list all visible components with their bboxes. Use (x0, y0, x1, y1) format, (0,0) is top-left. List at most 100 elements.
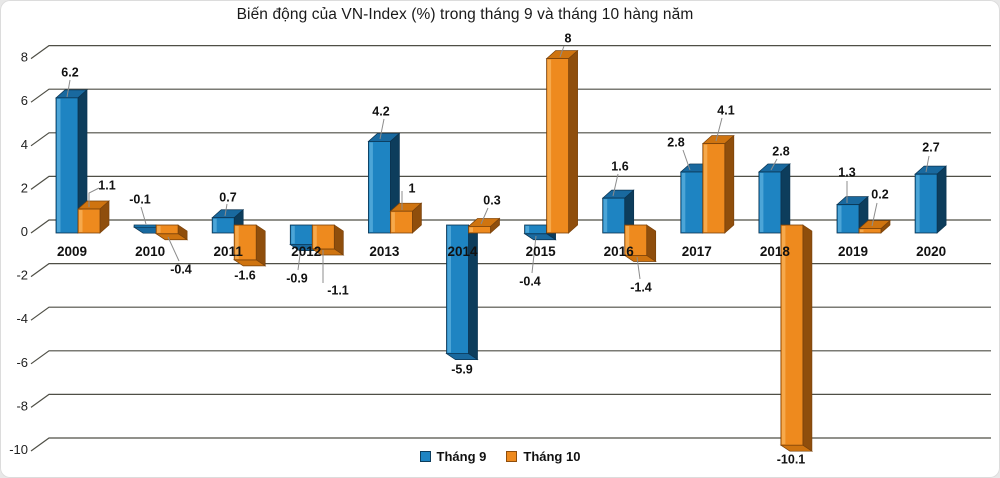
leader-line (66, 79, 71, 98)
bar-tháng-10-2016 (624, 224, 648, 256)
gridline (30, 132, 991, 147)
bar-tháng-9-2020 (914, 173, 938, 234)
bar-highlight-tháng-10-2009 (79, 210, 83, 232)
data-label: 6.2 (61, 66, 78, 80)
bar-highlight-tháng-10-2010 (157, 226, 161, 233)
year-label-2017: 2017 (682, 244, 712, 259)
leader-line (224, 203, 228, 217)
data-label: 1.6 (611, 160, 628, 174)
bar-highlight-tháng-10-2014 (469, 227, 473, 232)
data-label: 1.1 (98, 179, 115, 193)
chart-title: Biến động của VN-Index (%) trong tháng 9… (236, 6, 694, 23)
bar-tháng-10-2009 (77, 208, 101, 234)
leader-line (480, 207, 489, 225)
bar-tháng-10-2018 (780, 224, 804, 446)
bar-highlight-tháng-10-2016 (625, 226, 630, 255)
data-label: 0.2 (871, 188, 888, 202)
gridline (30, 306, 991, 321)
year-label-2016: 2016 (604, 244, 635, 259)
y-tick-label: -4 (16, 311, 28, 326)
bar-highlight-tháng-10-2013 (391, 212, 395, 232)
bar-tháng-9-2010 (133, 224, 157, 228)
year-label-2015: 2015 (526, 244, 557, 259)
bar-tháng-9-2009 (55, 97, 79, 234)
leader-line (682, 149, 691, 171)
y-tick-label: -10 (9, 442, 28, 457)
gridline (30, 350, 991, 365)
bar-highlight-tháng-10-2018 (781, 226, 786, 445)
leader-line (88, 187, 100, 207)
year-label-2011: 2011 (214, 244, 244, 259)
bar-tháng-10-2012 (311, 224, 335, 250)
bar-highlight-tháng-9-2011 (213, 218, 217, 232)
bar-highlight-tháng-9-2015 (525, 226, 530, 233)
leader-line (715, 117, 723, 142)
bar-tháng-10-2013 (389, 210, 413, 234)
bar-side-tháng-10-2011 (255, 224, 266, 267)
bar-tháng-9-2018 (758, 171, 782, 234)
data-label: -1.4 (630, 281, 652, 295)
bar-highlight-tháng-9-2016 (603, 199, 608, 232)
data-label: 2.7 (922, 141, 939, 155)
data-label: -0.9 (286, 272, 308, 286)
bar-highlight-tháng-10-2012 (313, 226, 317, 248)
leader-line (167, 236, 180, 262)
legend-item: Tháng 9 (419, 448, 487, 464)
bar-tháng-10-2019 (858, 228, 882, 234)
bar-highlight-tháng-9-2020 (916, 175, 920, 232)
year-label-2020: 2020 (916, 244, 946, 259)
data-label: 4.1 (717, 104, 734, 118)
y-tick-label: 2 (21, 180, 28, 195)
y-tick-label: 4 (21, 137, 28, 152)
legend-label: Tháng 9 (436, 448, 487, 464)
gridline (30, 44, 991, 60)
data-label: 1 (409, 182, 416, 196)
data-label: 2.8 (667, 136, 684, 150)
gridline (30, 219, 991, 234)
year-label-2012: 2012 (291, 244, 321, 259)
bar-highlight-tháng-9-2019 (838, 205, 842, 232)
leader-line (559, 45, 565, 58)
data-label: 4.2 (372, 105, 389, 119)
data-label: -0.4 (519, 275, 541, 289)
year-label-2014: 2014 (447, 244, 478, 259)
gridline (30, 88, 991, 103)
bar-highlight-tháng-9-2013 (369, 142, 373, 232)
bar-tháng-10-2015 (546, 58, 569, 234)
year-label-2018: 2018 (760, 244, 791, 259)
data-label: -10.1 (777, 453, 806, 467)
bar-side-tháng-9-2018 (780, 163, 791, 234)
data-label: -0.1 (129, 193, 151, 207)
data-label: 0.3 (483, 194, 500, 208)
year-label-2010: 2010 (135, 244, 165, 259)
leader-line (531, 235, 537, 274)
data-label: -1.6 (234, 269, 256, 283)
y-tick-label: -8 (16, 398, 28, 413)
y-tick-label: -6 (16, 355, 28, 370)
bar-highlight-tháng-10-2011 (235, 226, 239, 259)
data-label: -5.9 (451, 363, 473, 377)
bar-highlight-tháng-9-2009 (57, 98, 61, 232)
y-tick-label: -2 (16, 268, 28, 283)
bar-highlight-tháng-9-2017 (681, 172, 686, 232)
bar-side-tháng-10-2018 (802, 224, 813, 452)
year-label-2013: 2013 (369, 244, 400, 259)
leader-line (297, 246, 302, 271)
gridline (30, 263, 991, 278)
bar-side-tháng-9-2020 (936, 165, 947, 234)
bar-tháng-9-2014 (446, 224, 469, 355)
legend-item: Tháng 10 (506, 449, 580, 464)
data-label: 1.3 (838, 166, 855, 180)
bar-tháng-10-2017 (702, 143, 726, 234)
bar-side-tháng-10-2017 (724, 134, 735, 234)
leader-line (140, 206, 147, 225)
leader-line (871, 202, 878, 227)
bar-highlight-tháng-9-2018 (759, 172, 764, 232)
legend-swatch-icon (419, 450, 431, 462)
bar-tháng-10-2010 (155, 224, 179, 235)
leader-line (925, 155, 930, 173)
bar-highlight-tháng-9-2014 (447, 226, 451, 353)
leader-line (636, 256, 641, 280)
